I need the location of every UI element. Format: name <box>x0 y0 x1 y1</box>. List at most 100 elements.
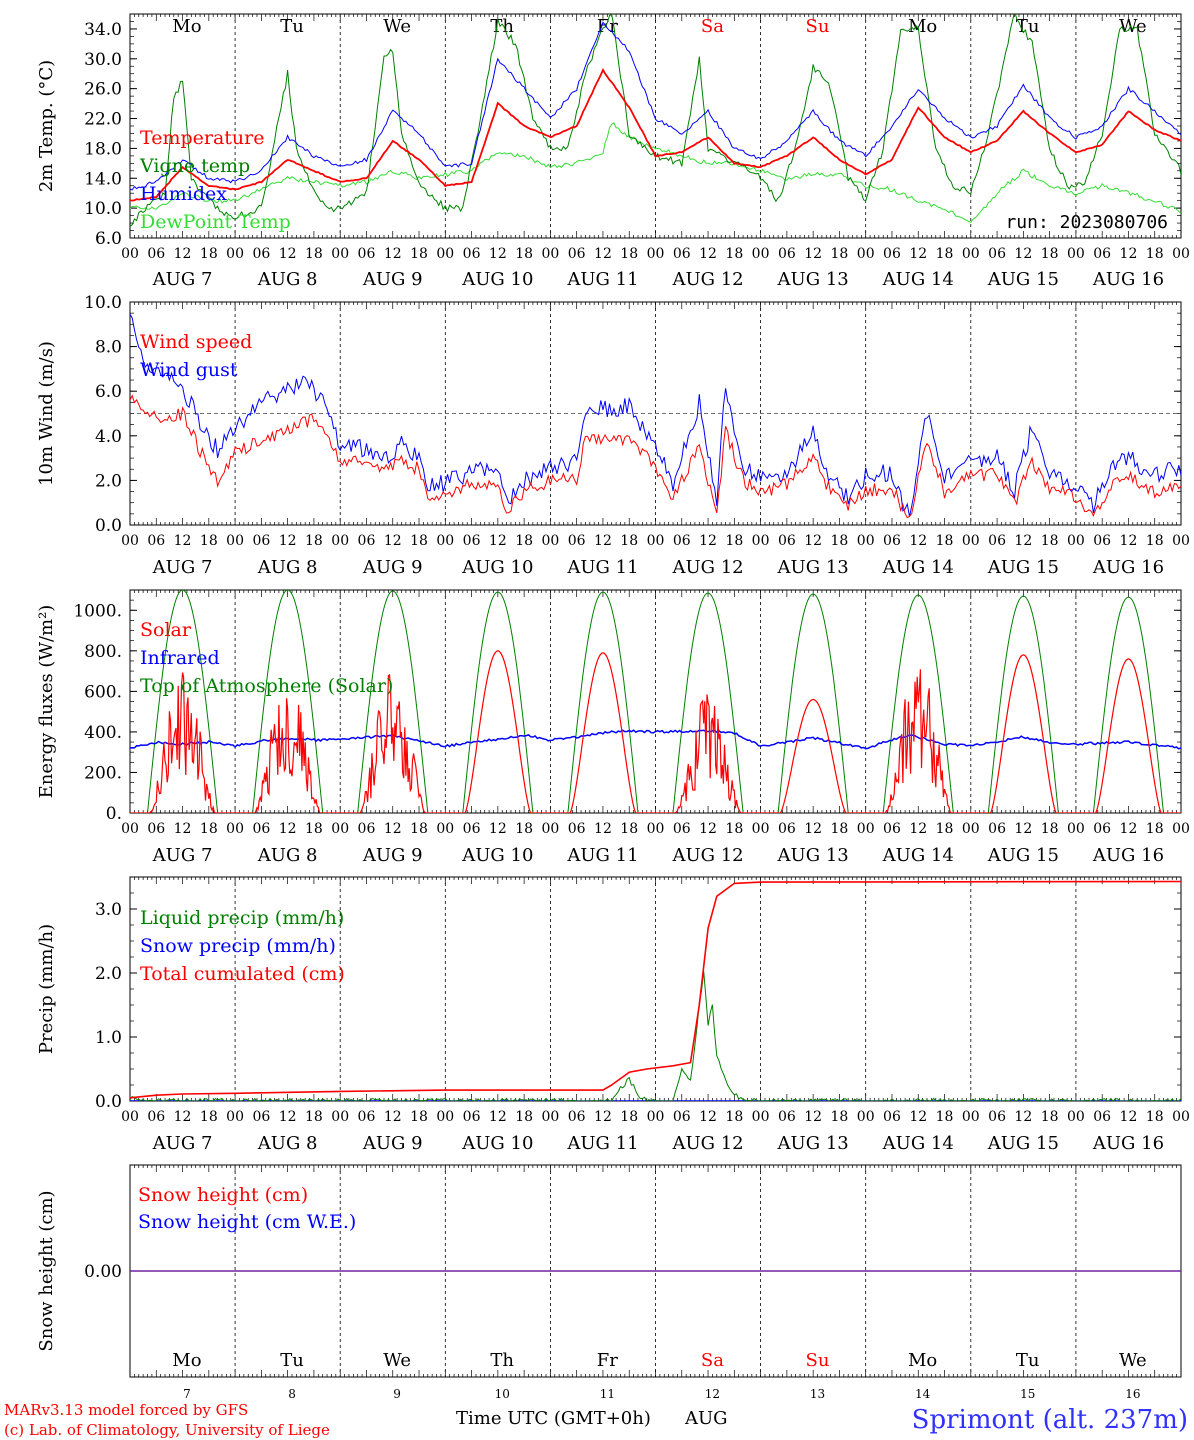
wind-date-label: AUG 13 <box>777 557 849 578</box>
snow-day-number: 9 <box>393 1387 401 1401</box>
temp-hour-label: 18 <box>515 246 533 262</box>
wind-hour-label: 06 <box>147 533 165 549</box>
temp-hour-label: 06 <box>463 246 481 262</box>
wind-hour-label: 06 <box>1093 533 1111 549</box>
precip-hour-label: 12 <box>909 1109 927 1125</box>
temp-hour-label: 12 <box>804 246 822 262</box>
snow-weekday-label: We <box>1119 1350 1147 1371</box>
wind-hour-label: 06 <box>358 533 376 549</box>
temp-date-label: AUG 14 <box>882 269 954 290</box>
precip-legend-entry: Liquid precip (mm/h) <box>140 907 344 929</box>
wind-hour-label: 12 <box>279 533 297 549</box>
precip-date-label: AUG 8 <box>257 1133 318 1154</box>
precip-hour-label: 12 <box>384 1109 402 1125</box>
temp-hour-label: 00 <box>226 246 244 262</box>
temp-hour-label: 06 <box>778 246 796 262</box>
snow-day-number: 12 <box>705 1387 720 1401</box>
energy-frame <box>129 589 1182 814</box>
temp-legend-entry: DewPoint Temp <box>140 211 291 233</box>
temp-hour-label: 18 <box>725 246 743 262</box>
precip-hour-label: 18 <box>1146 1109 1164 1125</box>
precip-date-label: AUG 12 <box>671 1133 743 1154</box>
energy-hour-label: 18 <box>831 821 849 837</box>
wind-hour-label: 12 <box>489 533 507 549</box>
precip-hour-label: 00 <box>1172 1109 1190 1125</box>
temp-hour-label: 06 <box>673 246 691 262</box>
temp-hour-label: 12 <box>174 246 192 262</box>
wind-date-label: AUG 14 <box>882 557 954 578</box>
temp-hour-label: 18 <box>936 246 954 262</box>
wind-plot-area <box>130 313 1181 519</box>
wind-hour-label: 00 <box>541 533 559 549</box>
energy-hour-label: 12 <box>909 821 927 837</box>
series-wind-gust-line <box>130 313 1181 517</box>
temp-hour-label: 12 <box>384 246 402 262</box>
temp-hour-label: 18 <box>200 246 218 262</box>
wind-y-tick-label: 4.0 <box>95 427 122 447</box>
temp-hour-label: 12 <box>1014 246 1032 262</box>
energy-date-label: AUG 12 <box>671 845 743 866</box>
energy-y-tick-label: 200. <box>84 763 122 783</box>
precip-hour-label: 06 <box>988 1109 1006 1125</box>
precip-y-tick-label: 1.0 <box>95 1028 122 1048</box>
energy-hour-label: 18 <box>1041 821 1059 837</box>
wind-hour-label: 06 <box>883 533 901 549</box>
energy-hour-label: 00 <box>962 821 980 837</box>
wind-hour-label: 12 <box>909 533 927 549</box>
snow-weekday-label: Tu <box>280 1350 304 1371</box>
time-axis-label: Time UTC (GMT+0h) <box>456 1408 651 1429</box>
series-toa-line <box>130 590 1181 813</box>
energy-hour-label: 00 <box>226 821 244 837</box>
energy-y-axis-label: Energy fluxes (W/m²) <box>36 605 57 799</box>
temp-hour-label: 00 <box>857 246 875 262</box>
temp-y-tick-label: 6.0 <box>95 229 122 249</box>
temp-date-label: AUG 12 <box>671 269 743 290</box>
temp-hour-label: 18 <box>410 246 428 262</box>
energy-hour-label: 00 <box>541 821 559 837</box>
energy-hour-label: 12 <box>279 821 297 837</box>
energy-date-label: AUG 11 <box>566 845 638 866</box>
precip-hour-label: 12 <box>1120 1109 1138 1125</box>
wind-y-tick-label: 6.0 <box>95 382 122 402</box>
snow-weekday-label: Tu <box>1016 1350 1040 1371</box>
energy-hour-label: 00 <box>436 821 454 837</box>
precip-hour-label: 00 <box>541 1109 559 1125</box>
wind-hour-label: 12 <box>699 533 717 549</box>
energy-hour-label: 06 <box>252 821 270 837</box>
temp-hour-label: 12 <box>699 246 717 262</box>
temp-weekday-label: Tu <box>1016 16 1040 37</box>
temp-legend-entry: Temperature <box>140 127 264 149</box>
energy-hour-label: 06 <box>778 821 796 837</box>
wind-hour-label: 18 <box>1146 533 1164 549</box>
energy-y-tick-label: 400. <box>84 723 122 743</box>
energy-date-label: AUG 10 <box>461 845 533 866</box>
wind-hour-label: 00 <box>331 533 349 549</box>
energy-y-tick-label: 1000. <box>73 601 122 621</box>
wind-hour-label: 18 <box>200 533 218 549</box>
wind-hour-label: 06 <box>252 533 270 549</box>
precip-y-tick-label: 2.0 <box>95 964 122 984</box>
temp-y-axis-label: 2m Temp. (°C) <box>36 60 57 192</box>
precip-hour-label: 18 <box>1041 1109 1059 1125</box>
snow-weekday-label: We <box>383 1350 411 1371</box>
temp-hour-label: 06 <box>147 246 165 262</box>
temp-date-label: AUG 10 <box>461 269 533 290</box>
temp-date-label: AUG 15 <box>987 269 1059 290</box>
snow-panel: 0.00 Snow height (cm) Mo Tu We Th Fr Sa Su Mo Tu We… <box>36 1164 1182 1401</box>
energy-hour-label: 06 <box>463 821 481 837</box>
series-wind-speed-line <box>130 394 1181 519</box>
time-axis-month: AUG <box>684 1408 728 1429</box>
footer-model-line: MARv3.13 model forced by GFS <box>4 1401 248 1419</box>
wind-hour-label: 06 <box>673 533 691 549</box>
wind-hour-label: 00 <box>121 533 139 549</box>
temp-hour-label: 18 <box>1146 246 1164 262</box>
temp-date-label: AUG 13 <box>777 269 849 290</box>
energy-hour-label: 00 <box>1067 821 1085 837</box>
precip-hour-label: 18 <box>936 1109 954 1125</box>
precip-date-label: AUG 7 <box>152 1133 213 1154</box>
wind-date-label: AUG 10 <box>461 557 533 578</box>
precip-hour-label: 18 <box>620 1109 638 1125</box>
wind-hour-label: 06 <box>568 533 586 549</box>
energy-hour-label: 12 <box>1014 821 1032 837</box>
